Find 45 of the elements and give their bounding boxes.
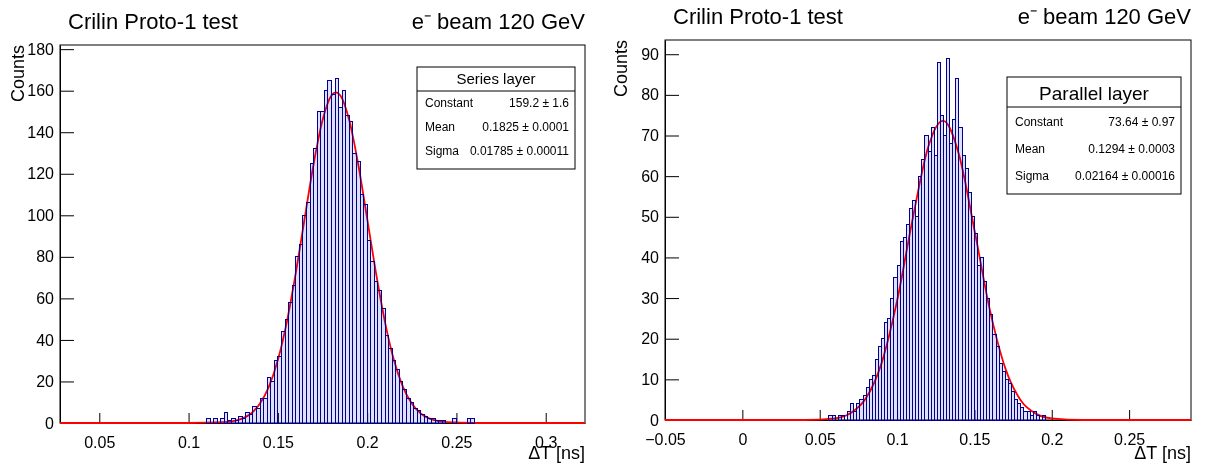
x-tick-label: 0.05 <box>84 434 116 452</box>
y-tick-label: 30 <box>641 289 660 307</box>
y-tick-label: 70 <box>641 127 660 145</box>
y-axis-title: Counts <box>8 45 28 103</box>
y-tick-label: 60 <box>36 290 55 307</box>
x-tick-label: 0.1 <box>177 434 201 452</box>
chart-subtitle: e⁻ beam 120 GeV <box>411 9 586 34</box>
y-tick-label: 140 <box>27 123 55 141</box>
text: Sigma 0.02164 ± 0.00016 <box>1015 169 1175 183</box>
y-tick-label: 160 <box>27 82 55 100</box>
y-tick-label: 10 <box>641 370 660 388</box>
y-tick-label: 40 <box>641 249 660 267</box>
y-tick-label: 0 <box>650 411 660 429</box>
chart-title: Crilin Proto-1 test <box>68 9 238 34</box>
x-tick-label: 0.25 <box>441 434 473 452</box>
y-tick-label: 50 <box>641 208 660 226</box>
x-tick-label: −0.05 <box>645 431 686 449</box>
x-tick-label: 0.2 <box>1041 431 1064 449</box>
x-tick-label: 0.05 <box>804 431 836 449</box>
annotation: Parallel layer <box>1039 83 1150 104</box>
x-tick-label: 0.15 <box>262 434 295 452</box>
y-tick-label: 20 <box>36 373 55 391</box>
y-axis-title: Counts <box>611 40 631 98</box>
x-tick-label: 0.1 <box>886 431 909 449</box>
text: Constant 159.2 ± 1.6 <box>425 96 569 110</box>
y-tick-label: 80 <box>641 86 660 104</box>
chart-subtitle: e⁻ beam 120 GeV <box>1017 4 1192 29</box>
y-tick-label: 180 <box>27 40 55 58</box>
y-tick-label: 40 <box>36 331 55 349</box>
text: Constant 73.64 ± 0.97 <box>1015 115 1175 129</box>
y-tick-label: 20 <box>641 330 660 348</box>
annotation: Series layer <box>456 70 536 87</box>
y-tick-label: 100 <box>27 206 55 224</box>
y-tick-label: 90 <box>641 45 660 63</box>
y-tick-label: 80 <box>36 248 55 266</box>
x-tick-label: 0 <box>738 431 748 449</box>
y-tick-label: 60 <box>641 167 660 185</box>
x-tick-label: 0.2 <box>356 434 379 452</box>
text: Mean 0.1825 ± 0.0001 <box>425 120 569 134</box>
text: Mean 0.1294 ± 0.0003 <box>1015 142 1175 156</box>
annotation: Sigma 0.01785 ± 0.00011 <box>425 144 570 158</box>
chart-title: Crilin Proto-1 test <box>673 4 843 29</box>
y-tick-label: 0 <box>45 414 55 432</box>
y-tick-label: 120 <box>27 165 55 183</box>
x-tick-label: 0.15 <box>959 431 991 449</box>
